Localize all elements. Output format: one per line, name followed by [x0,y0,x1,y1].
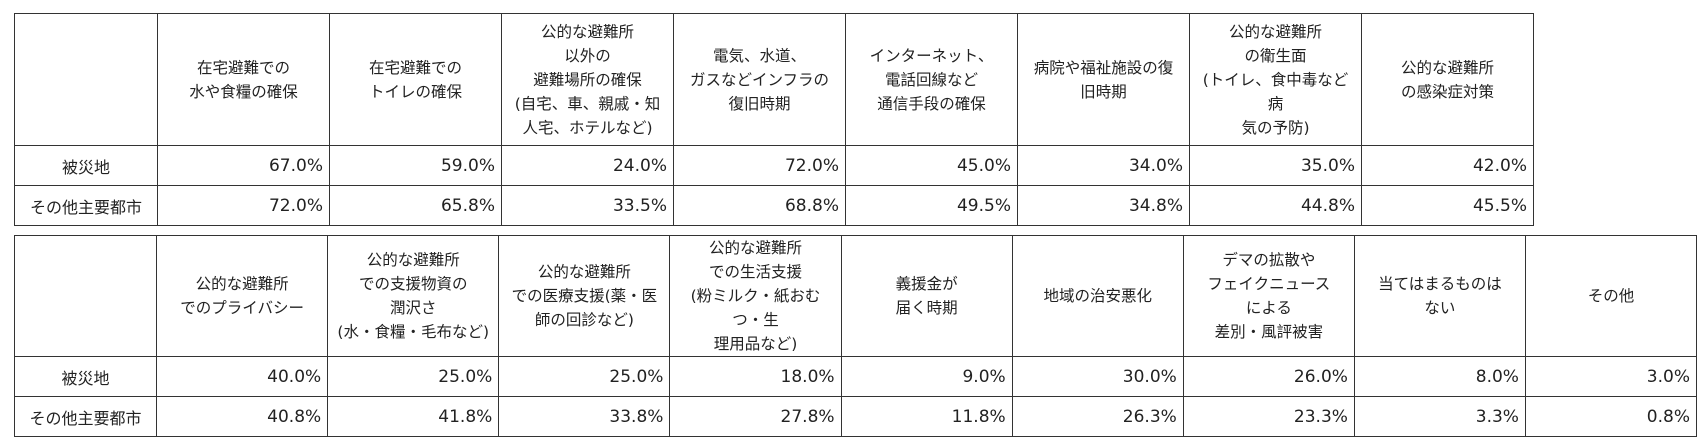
table-row: 被災地 40.0% 25.0% 25.0% 18.0% 9.0% 30.0% 2… [13,356,1697,397]
value-cell: 3.0% [1524,356,1697,397]
row-label: 被災地 [13,356,158,397]
survey-table-2: 公的な避難所 でのプライバシー 公的な避難所 での支援物資の 潤沢さ (水・食糧… [13,235,1697,437]
header-cell: 地域の治安悪化 [1011,235,1184,357]
value-cell: 30.0% [1011,356,1184,397]
value-cell: 45.5% [1361,185,1534,226]
table-row: その他主要都市 40.8% 41.8% 33.8% 27.8% 11.8% 26… [13,396,1697,437]
value-cell: 40.8% [156,396,329,437]
header-cell: 電気、水道、 ガスなどインフラの 復旧時期 [673,13,846,146]
table-header-row: 在宅避難での 水や食糧の確保 在宅避難での トイレの確保 公的な避難所 以外の … [14,13,1534,146]
value-cell: 24.0% [501,145,674,186]
value-cell: 41.8% [327,396,500,437]
header-cell: 公的な避難所 の衛生面 (トイレ、食中毒など病 気の予防) [1189,13,1362,146]
value-cell: 45.0% [845,145,1018,186]
value-cell: 33.8% [498,396,671,437]
value-cell: 23.3% [1182,396,1355,437]
row-label: 被災地 [14,145,158,186]
header-cell: その他 [1524,235,1697,357]
value-cell: 49.5% [845,185,1018,226]
value-cell: 26.3% [1011,396,1184,437]
header-cell: 公的な避難所 の感染症対策 [1361,13,1534,146]
row-label: その他主要都市 [14,185,158,226]
header-cell: 公的な避難所 での生活支援 (粉ミルク・紙おむつ・生 理用品など) [669,235,842,357]
value-cell: 18.0% [669,356,842,397]
value-cell: 35.0% [1189,145,1362,186]
value-cell: 72.0% [673,145,846,186]
value-cell: 42.0% [1361,145,1534,186]
value-cell: 72.0% [157,185,330,226]
header-cell: 公的な避難所 での支援物資の 潤沢さ (水・食糧・毛布など) [327,235,500,357]
value-cell: 44.8% [1189,185,1362,226]
survey-table-1: 在宅避難での 水や食糧の確保 在宅避難での トイレの確保 公的な避難所 以外の … [14,13,1534,226]
header-cell: 病院や福祉施設の復 旧時期 [1017,13,1190,146]
value-cell: 25.0% [327,356,500,397]
value-cell: 33.5% [501,185,674,226]
value-cell: 27.8% [669,396,842,437]
table-row: その他主要都市 72.0% 65.8% 33.5% 68.8% 49.5% 34… [14,185,1534,226]
header-cell [14,13,158,146]
header-cell: 義援金が 届く時期 [840,235,1013,357]
value-cell: 9.0% [840,356,1013,397]
value-cell: 40.0% [156,356,329,397]
value-cell: 8.0% [1353,356,1526,397]
table-header-row: 公的な避難所 でのプライバシー 公的な避難所 での支援物資の 潤沢さ (水・食糧… [13,235,1697,357]
value-cell: 0.8% [1524,396,1697,437]
header-cell: 公的な避難所 でのプライバシー [156,235,329,357]
header-cell: 在宅避難での 水や食糧の確保 [157,13,330,146]
header-cell: デマの拡散や フェイクニュース による 差別・風評被害 [1182,235,1355,357]
value-cell: 34.0% [1017,145,1190,186]
value-cell: 34.8% [1017,185,1190,226]
value-cell: 67.0% [157,145,330,186]
table-row: 被災地 67.0% 59.0% 24.0% 72.0% 45.0% 34.0% … [14,145,1534,186]
value-cell: 65.8% [329,185,502,226]
value-cell: 68.8% [673,185,846,226]
header-cell: インターネット、 電話回線など 通信手段の確保 [845,13,1018,146]
header-cell: 当てはまるものは ない [1353,235,1526,357]
header-cell [13,235,158,357]
value-cell: 59.0% [329,145,502,186]
value-cell: 26.0% [1182,356,1355,397]
header-cell: 公的な避難所 以外の 避難場所の確保 (自宅、車、親戚・知 人宅、ホテルなど) [501,13,674,146]
value-cell: 25.0% [498,356,671,397]
header-cell: 在宅避難での トイレの確保 [329,13,502,146]
header-cell: 公的な避難所 での医療支援(薬・医 師の回診など) [498,235,671,357]
value-cell: 3.3% [1353,396,1526,437]
value-cell: 11.8% [840,396,1013,437]
row-label: その他主要都市 [13,396,158,437]
